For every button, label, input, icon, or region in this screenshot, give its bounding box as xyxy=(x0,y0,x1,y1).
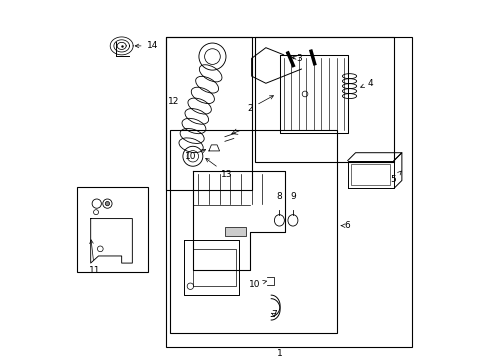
Bar xyxy=(224,227,246,236)
Text: 1: 1 xyxy=(277,349,283,358)
Text: 7: 7 xyxy=(271,310,276,319)
Text: 5: 5 xyxy=(390,171,401,184)
Text: 2: 2 xyxy=(247,96,273,113)
Text: 11: 11 xyxy=(89,240,100,275)
Bar xyxy=(166,37,411,347)
Bar xyxy=(166,37,251,190)
Text: 12: 12 xyxy=(167,96,179,105)
Text: 14: 14 xyxy=(135,41,158,50)
Bar xyxy=(350,164,390,185)
Text: 13: 13 xyxy=(205,158,232,179)
Bar xyxy=(255,37,393,162)
Text: 3: 3 xyxy=(292,54,301,63)
Text: 8: 8 xyxy=(276,192,282,201)
Text: 10: 10 xyxy=(184,149,205,161)
Bar xyxy=(77,186,148,272)
Text: 4: 4 xyxy=(360,79,372,88)
Text: 10: 10 xyxy=(248,280,266,289)
Bar xyxy=(169,130,336,333)
Text: 6: 6 xyxy=(341,221,349,230)
Circle shape xyxy=(105,202,109,206)
Text: 9: 9 xyxy=(289,192,295,201)
